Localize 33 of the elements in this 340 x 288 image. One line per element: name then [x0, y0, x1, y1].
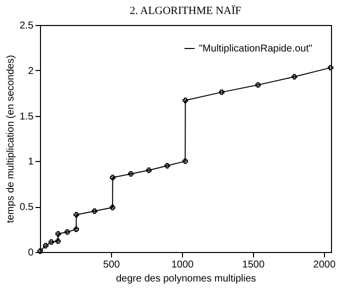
point	[74, 212, 80, 218]
point	[128, 171, 134, 177]
point	[292, 74, 298, 80]
point	[164, 163, 170, 168]
x-tick-label: 500	[103, 260, 120, 270]
y-tick-label: 1	[28, 156, 34, 168]
point	[218, 89, 224, 95]
y-axis-title: temps de multiplication (en secondes)	[6, 55, 17, 223]
y-tick-label: 0	[28, 248, 34, 258]
point	[55, 231, 61, 237]
point	[328, 64, 334, 70]
point	[73, 226, 79, 232]
y-tick-label: 2	[28, 66, 34, 77]
point	[48, 239, 54, 245]
point	[92, 208, 98, 214]
y-tick-label: 2.5	[20, 20, 34, 32]
point	[182, 158, 188, 164]
x-tick-label: 1500	[242, 260, 265, 270]
point	[42, 242, 48, 248]
x-tick-label: 2000	[313, 260, 336, 270]
y-tick-label: 1.5	[20, 111, 34, 122]
legend-label: "MultiplicationRapide.out"	[199, 44, 313, 54]
point	[146, 168, 152, 174]
point	[55, 238, 61, 244]
chart-title: 2. ALGORITHME NAÏF	[130, 5, 242, 17]
x-tick-label: 1000	[171, 260, 194, 270]
x-axis-title: degre des polynomes multiplies	[116, 274, 256, 284]
y-tick-label: 0.5	[20, 202, 34, 214]
point	[255, 82, 261, 88]
point	[110, 174, 116, 180]
point	[64, 229, 70, 235]
point	[182, 98, 188, 104]
point	[110, 204, 116, 210]
